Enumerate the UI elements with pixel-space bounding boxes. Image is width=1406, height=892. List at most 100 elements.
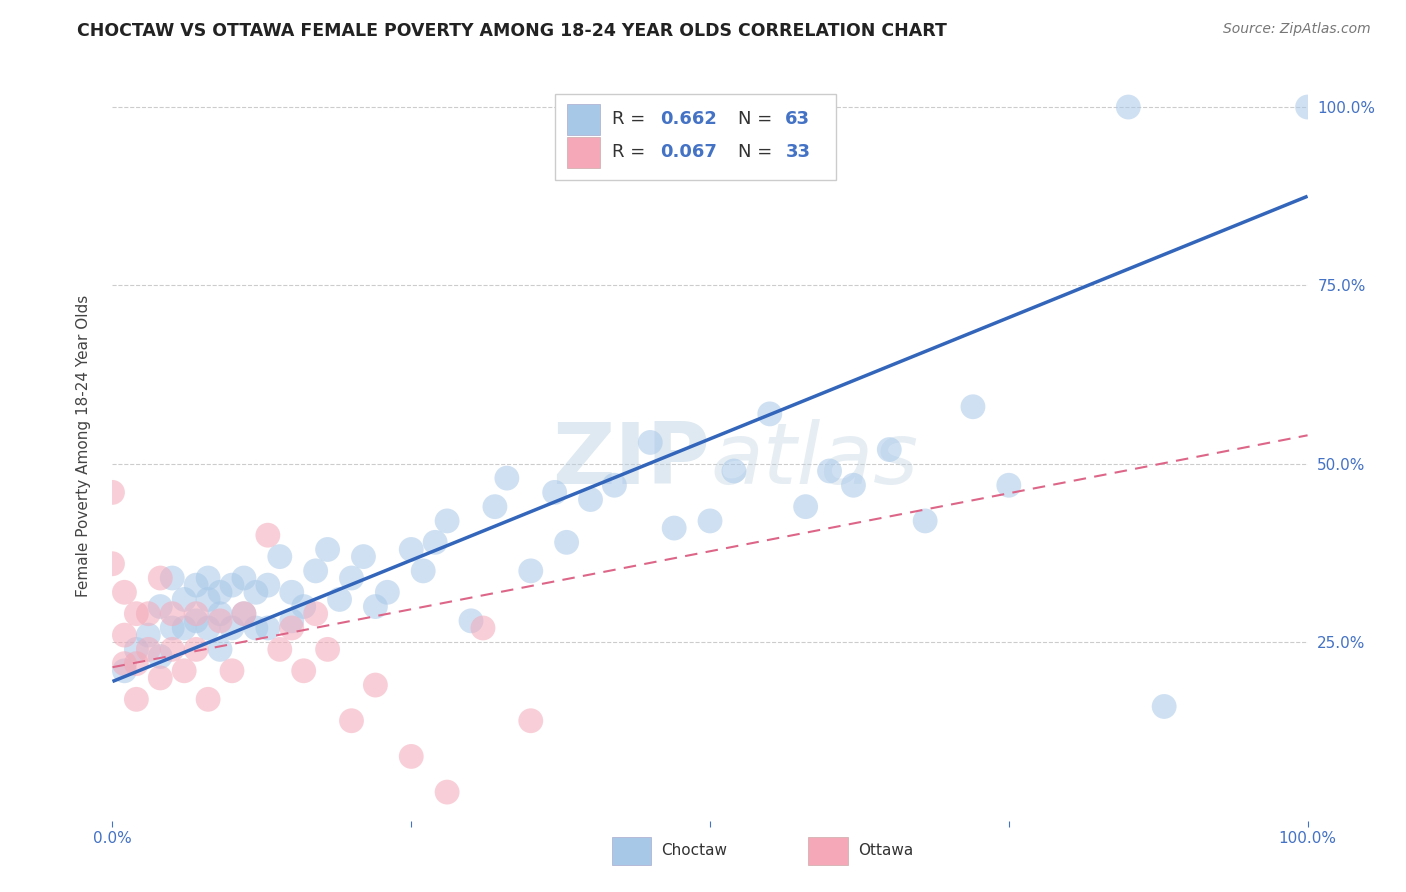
Point — [292, 664, 315, 678]
Text: Ottawa: Ottawa — [858, 844, 912, 858]
Point — [723, 464, 745, 478]
Point — [555, 535, 578, 549]
Text: N =: N = — [738, 144, 778, 161]
Point — [316, 542, 339, 557]
Point — [436, 514, 458, 528]
Text: ZIP: ZIP — [553, 419, 710, 502]
Point — [197, 571, 219, 585]
Point — [149, 599, 172, 614]
Text: atlas: atlas — [710, 419, 918, 502]
Point — [377, 585, 399, 599]
Point — [543, 485, 565, 500]
Point — [818, 464, 841, 478]
Point — [149, 649, 172, 664]
Point — [484, 500, 506, 514]
FancyBboxPatch shape — [554, 94, 835, 180]
Point — [162, 571, 183, 585]
Point — [257, 528, 280, 542]
Point — [114, 628, 135, 642]
Point — [329, 592, 352, 607]
Point — [221, 578, 243, 592]
Text: Choctaw: Choctaw — [661, 844, 727, 858]
Point — [138, 628, 160, 642]
Point — [998, 478, 1021, 492]
Point — [186, 614, 208, 628]
Text: R =: R = — [612, 144, 651, 161]
Point — [233, 607, 256, 621]
Point — [579, 492, 602, 507]
Text: 33: 33 — [786, 144, 810, 161]
Point — [162, 642, 183, 657]
Point — [186, 578, 208, 592]
Point — [125, 692, 148, 706]
Point — [221, 621, 243, 635]
Point — [197, 621, 219, 635]
Point — [197, 592, 219, 607]
Point — [138, 607, 160, 621]
Point — [125, 657, 148, 671]
Point — [209, 642, 232, 657]
Point — [699, 514, 721, 528]
Point — [305, 607, 328, 621]
Point — [879, 442, 901, 457]
Point — [520, 714, 543, 728]
Point — [149, 671, 172, 685]
Point — [209, 607, 232, 621]
Point — [245, 585, 267, 599]
Point — [842, 478, 865, 492]
Point — [1296, 100, 1319, 114]
Text: CHOCTAW VS OTTAWA FEMALE POVERTY AMONG 18-24 YEAR OLDS CORRELATION CHART: CHOCTAW VS OTTAWA FEMALE POVERTY AMONG 1… — [77, 22, 948, 40]
Text: N =: N = — [738, 111, 778, 128]
Point — [364, 678, 387, 692]
Point — [364, 599, 387, 614]
Point — [173, 621, 195, 635]
Point — [209, 585, 232, 599]
Point — [281, 585, 304, 599]
Point — [1118, 100, 1140, 114]
Point — [472, 621, 495, 635]
Point — [436, 785, 458, 799]
Point — [173, 664, 195, 678]
Point — [269, 549, 291, 564]
Point — [197, 692, 219, 706]
Point — [316, 642, 339, 657]
Point — [114, 585, 135, 599]
Point — [125, 607, 148, 621]
FancyBboxPatch shape — [567, 136, 600, 168]
Text: 63: 63 — [786, 111, 810, 128]
Point — [496, 471, 519, 485]
Text: 0.662: 0.662 — [659, 111, 717, 128]
FancyBboxPatch shape — [567, 103, 600, 135]
Point — [962, 400, 984, 414]
Y-axis label: Female Poverty Among 18-24 Year Olds: Female Poverty Among 18-24 Year Olds — [76, 295, 91, 597]
Point — [640, 435, 662, 450]
Point — [759, 407, 782, 421]
Point — [233, 607, 256, 621]
Text: R =: R = — [612, 111, 651, 128]
Point — [281, 621, 304, 635]
Point — [1153, 699, 1175, 714]
Point — [114, 664, 135, 678]
Point — [125, 642, 148, 657]
Point — [162, 607, 183, 621]
Point — [305, 564, 328, 578]
Point — [114, 657, 135, 671]
Text: 0.067: 0.067 — [659, 144, 717, 161]
Point — [173, 592, 195, 607]
Point — [794, 500, 817, 514]
Text: Source: ZipAtlas.com: Source: ZipAtlas.com — [1223, 22, 1371, 37]
Point — [257, 578, 280, 592]
Point — [162, 621, 183, 635]
Point — [460, 614, 482, 628]
Point — [664, 521, 686, 535]
Point — [101, 557, 124, 571]
Point — [138, 642, 160, 657]
Point — [221, 664, 243, 678]
Point — [401, 749, 423, 764]
Point — [401, 542, 423, 557]
Point — [352, 549, 374, 564]
Point — [209, 614, 232, 628]
Point — [603, 478, 626, 492]
Point — [149, 571, 172, 585]
Point — [233, 571, 256, 585]
